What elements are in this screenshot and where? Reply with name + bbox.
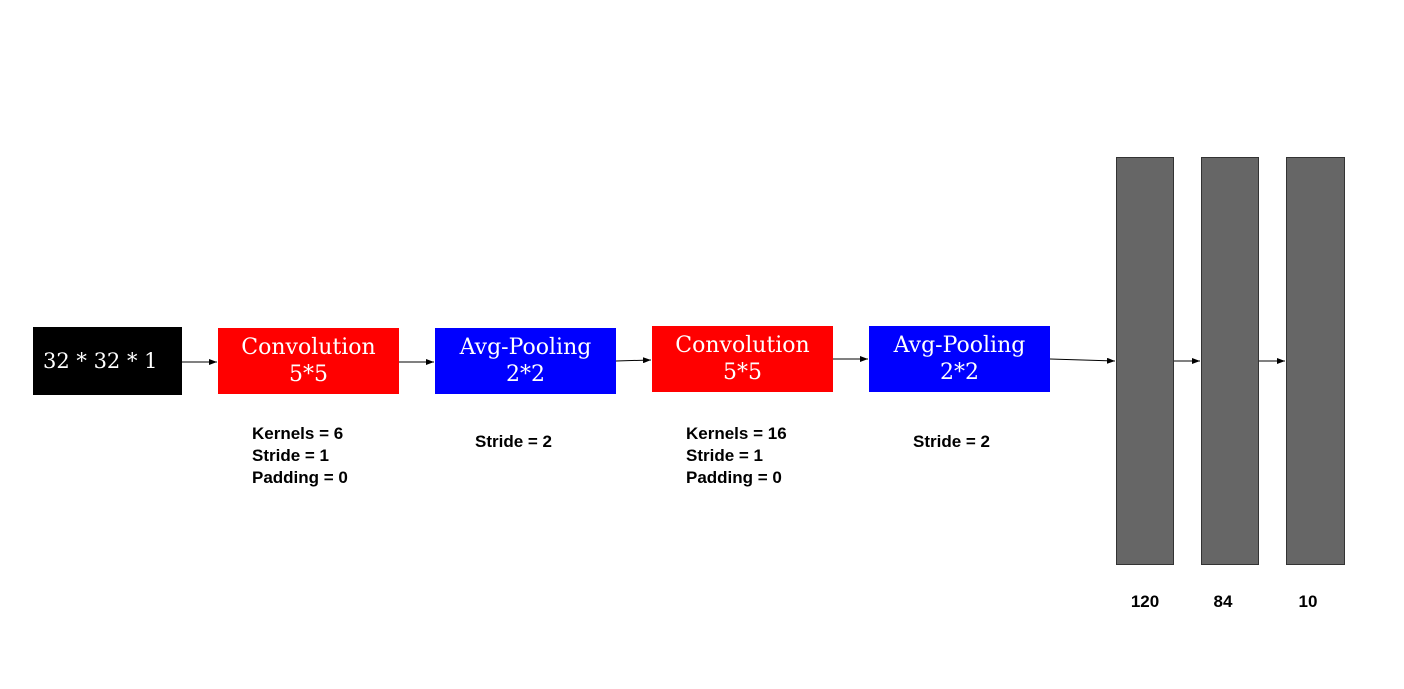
fc-label-84: 84	[1213, 592, 1233, 611]
conv1-param-padding: Padding = 0	[252, 468, 348, 487]
pool2-param-stride: Stride = 2	[913, 432, 991, 451]
pool2-title: Avg-Pooling	[893, 332, 1026, 358]
pool2-block: Avg-Pooling 2*2	[869, 326, 1050, 392]
arrow-pool2-to-fc120	[1049, 357, 1116, 364]
arrow-pool1-to-conv2	[615, 357, 652, 364]
conv2-param-kernels: Kernels = 16	[686, 424, 787, 443]
conv2-param-padding: Padding = 0	[686, 468, 782, 487]
input-label: 32 * 32 * 1	[43, 348, 158, 373]
conv1-size: 5*5	[289, 362, 328, 387]
conv1-params: Kernels = 6 Stride = 1 Padding = 0	[252, 423, 348, 489]
conv2-params: Kernels = 16 Stride = 1 Padding = 0	[686, 423, 787, 489]
pool1-block: Avg-Pooling 2*2	[435, 328, 616, 394]
conv2-title: Convolution	[675, 332, 810, 358]
fc-layer-120	[1116, 157, 1174, 565]
input-block: 32 * 32 * 1	[33, 327, 182, 395]
conv2-block: Convolution 5*5	[652, 326, 833, 392]
fc-label-10: 10	[1298, 592, 1318, 611]
pool1-param-stride: Stride = 2	[475, 432, 553, 451]
conv2-param-stride: Stride = 1	[686, 446, 764, 465]
fc-layer-84	[1201, 157, 1259, 565]
conv1-title: Convolution	[241, 334, 376, 360]
fc-layer-10	[1286, 157, 1345, 565]
pool2-size: 2*2	[940, 360, 979, 385]
pool1-params: Stride = 2	[475, 431, 552, 453]
conv1-block: Convolution 5*5	[218, 328, 399, 394]
fc-label-120: 120	[1130, 592, 1160, 611]
conv2-size: 5*5	[723, 360, 762, 385]
conv1-param-kernels: Kernels = 6	[252, 424, 344, 443]
conv1-param-stride: Stride = 1	[252, 446, 330, 465]
pool2-params: Stride = 2	[913, 431, 990, 453]
pool1-size: 2*2	[506, 362, 545, 387]
pool1-title: Avg-Pooling	[459, 334, 592, 360]
